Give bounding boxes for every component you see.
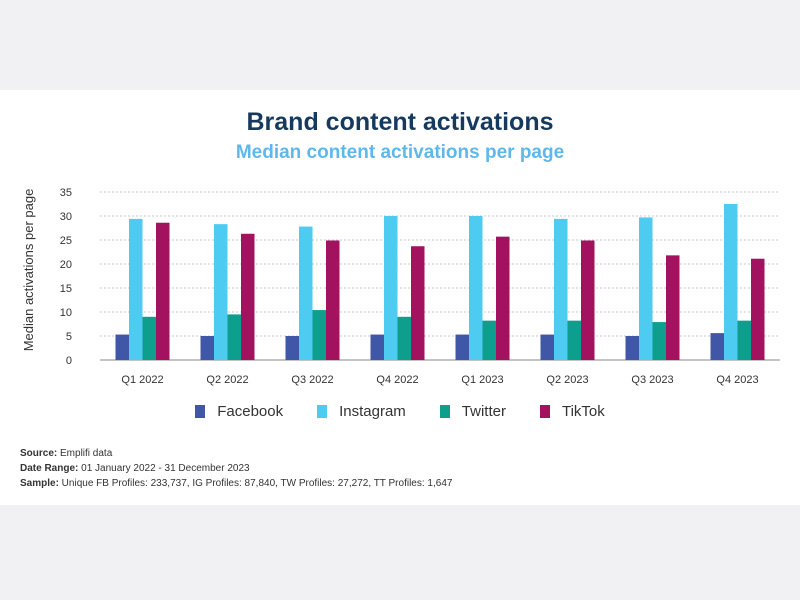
chart-title: Brand content activations xyxy=(246,108,554,136)
x-tick-label: Q3 2023 xyxy=(631,374,673,386)
bar-instagram xyxy=(469,216,483,360)
x-tick-label: Q3 2022 xyxy=(291,374,333,386)
y-tick-label: 30 xyxy=(60,211,72,223)
bar-facebook xyxy=(200,336,214,360)
y-tick-label: 0 xyxy=(66,355,72,367)
bar-facebook xyxy=(455,334,469,360)
bar-instagram xyxy=(384,216,398,360)
legend-label: TikTok xyxy=(561,403,605,420)
bar-instagram xyxy=(129,218,143,360)
y-tick-label: 15 xyxy=(60,283,72,295)
y-tick-label: 10 xyxy=(60,307,72,319)
bar-facebook xyxy=(710,333,724,360)
x-tick-label: Q2 2022 xyxy=(206,374,248,386)
legend-swatch xyxy=(439,405,450,418)
date-range-line: Date Range: 01 January 2022 - 31 Decembe… xyxy=(20,463,250,474)
bar-tiktok xyxy=(666,255,680,360)
legend-label: Facebook xyxy=(217,403,284,420)
legend-label: Twitter xyxy=(461,403,506,420)
bar-twitter xyxy=(227,314,241,360)
bar-instagram xyxy=(724,204,738,360)
bar-instagram xyxy=(639,217,653,360)
x-tick-label: Q1 2022 xyxy=(121,374,163,386)
bar-facebook xyxy=(370,334,384,360)
bar-instagram xyxy=(214,224,228,360)
chart-legend: Facebook Instagram Twitter TikTok xyxy=(0,403,800,420)
bar-twitter xyxy=(567,320,581,360)
legend-label: Instagram xyxy=(339,403,406,420)
bar-instagram xyxy=(554,218,568,360)
bar-twitter xyxy=(397,316,411,360)
bar-twitter xyxy=(652,322,666,360)
bar-facebook xyxy=(285,336,299,360)
chart-subtitle: Median content activations per page xyxy=(235,142,565,163)
x-tick-label: Q4 2022 xyxy=(376,374,418,386)
bar-tiktok xyxy=(411,246,425,360)
bar-tiktok xyxy=(496,236,510,360)
y-tick-label: 20 xyxy=(60,259,72,271)
bar-instagram xyxy=(299,226,313,360)
x-tick-label: Q4 2023 xyxy=(716,374,758,386)
bar-facebook xyxy=(540,334,554,360)
legend-swatch xyxy=(195,405,206,418)
bar-twitter xyxy=(482,320,496,360)
legend-item: Instagram xyxy=(317,403,406,420)
chart-footer: Source: Emplifi data Date Range: 01 Janu… xyxy=(20,446,452,491)
legend-swatch xyxy=(317,405,328,418)
bar-twitter xyxy=(142,316,156,360)
y-tick-label: 5 xyxy=(66,331,72,343)
bar-twitter xyxy=(312,310,326,360)
legend-item: Facebook xyxy=(195,403,283,420)
y-tick-label: 35 xyxy=(60,187,72,199)
bar-tiktok xyxy=(751,258,765,360)
x-tick-label: Q2 2023 xyxy=(546,374,588,386)
source-line: Source: Emplifi data xyxy=(20,448,113,459)
legend-item: TikTok xyxy=(539,403,605,420)
y-tick-label: 25 xyxy=(60,235,72,247)
y-axis-label: Median activations per page xyxy=(21,189,36,352)
x-tick-label: Q1 2023 xyxy=(461,374,503,386)
bar-twitter xyxy=(737,320,751,360)
bar-tiktok xyxy=(156,222,170,360)
bar-facebook xyxy=(625,336,639,360)
bar-tiktok xyxy=(581,240,595,360)
bar-facebook xyxy=(115,334,129,360)
legend-swatch xyxy=(539,405,550,418)
legend-item: Twitter xyxy=(439,403,506,420)
bar-tiktok xyxy=(326,240,340,360)
bar-tiktok xyxy=(241,233,255,360)
sample-line: Sample: Unique FB Profiles: 233,737, IG … xyxy=(20,478,453,489)
